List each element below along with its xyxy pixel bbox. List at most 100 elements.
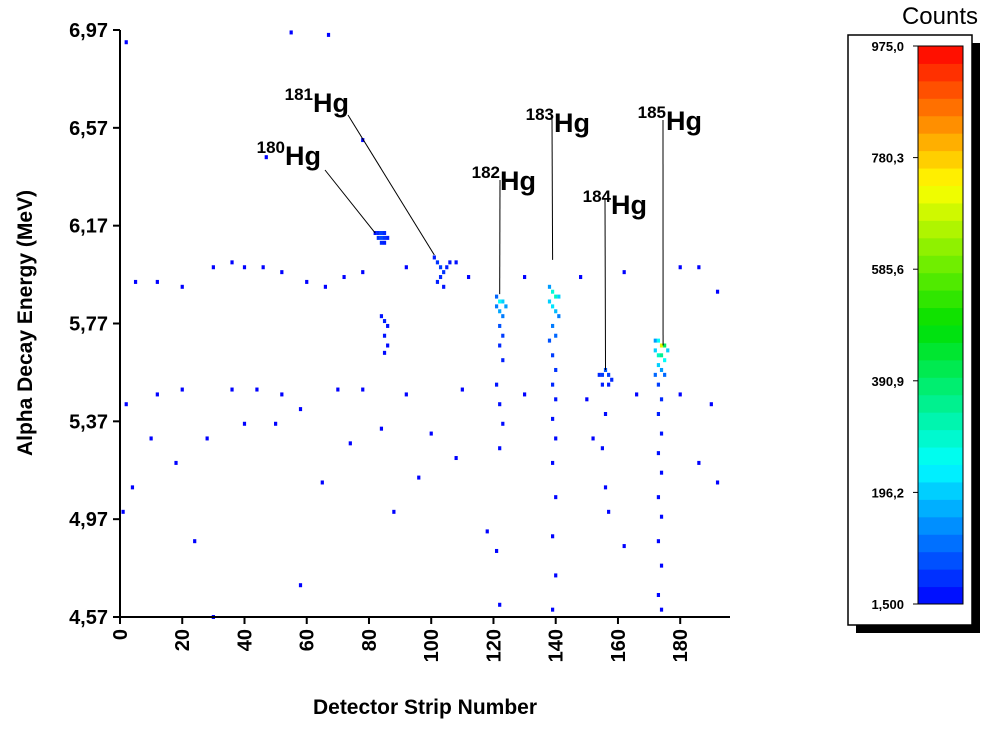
data-cell — [417, 476, 420, 480]
annotation-line — [605, 198, 606, 370]
data-cell — [654, 339, 657, 343]
colorbar-tick-label: 390,9 — [871, 374, 904, 389]
colorbar-band — [918, 98, 963, 116]
data-cell — [383, 319, 386, 323]
data-cell — [377, 236, 380, 240]
colorbar-band — [918, 81, 963, 99]
data-cell — [324, 285, 327, 289]
data-cell — [601, 446, 604, 450]
colorbar-band — [918, 325, 963, 343]
data-cell — [495, 295, 498, 299]
x-axis-label: Detector Strip Number — [313, 696, 537, 719]
data-cell — [498, 344, 501, 348]
data-cell — [697, 265, 700, 269]
data-cell — [501, 334, 504, 338]
data-cell — [657, 412, 660, 416]
data-cell — [174, 461, 177, 465]
data-cell — [601, 383, 604, 387]
data-cell — [274, 422, 277, 426]
data-cell — [657, 451, 660, 455]
data-cell — [551, 534, 554, 538]
data-cell — [380, 314, 383, 318]
x-tick-label: 80 — [359, 629, 381, 651]
data-cell — [280, 270, 283, 274]
data-cell — [392, 510, 395, 514]
data-cell — [654, 373, 657, 377]
data-cell — [557, 314, 560, 318]
colorbar-band — [918, 308, 963, 326]
data-cell — [663, 373, 666, 377]
data-cell — [321, 480, 324, 484]
data-cell — [598, 373, 601, 377]
data-cell — [498, 603, 501, 607]
data-cell — [666, 348, 669, 352]
data-cell — [134, 280, 137, 284]
annotation-element: Hg — [554, 108, 590, 138]
data-cell — [383, 241, 386, 245]
x-tick-label: 120 — [483, 629, 505, 662]
data-cell — [386, 236, 389, 240]
colorbar-band — [918, 151, 963, 169]
data-cell — [551, 461, 554, 465]
data-cell — [601, 373, 604, 377]
data-cell — [455, 260, 458, 264]
data-cell — [610, 378, 613, 382]
data-cell — [660, 515, 663, 519]
data-cell — [455, 456, 458, 460]
data-cell — [156, 280, 159, 284]
colorbar-band — [918, 46, 963, 64]
colorbar-band — [918, 377, 963, 395]
data-cell — [386, 324, 389, 328]
data-cell — [607, 510, 610, 514]
data-cell — [548, 299, 551, 303]
data-cell — [663, 358, 666, 362]
data-cell — [604, 485, 607, 489]
data-cell — [156, 392, 159, 396]
data-cell — [230, 260, 233, 264]
data-cell — [551, 383, 554, 387]
colorbar-band — [918, 133, 963, 151]
x-tick-label: 140 — [546, 629, 568, 662]
data-cell — [554, 295, 557, 299]
data-cell — [336, 388, 339, 392]
data-cell — [660, 608, 663, 612]
colorbar-tick-label: 196,2 — [871, 485, 904, 500]
data-cell — [243, 422, 246, 426]
colorbar-tick-label: 1,500 — [871, 597, 904, 612]
data-cell — [710, 402, 713, 406]
data-cell — [125, 40, 128, 44]
data-cell — [523, 275, 526, 279]
data-cell — [290, 30, 293, 34]
data-cell — [448, 260, 451, 264]
data-cell — [657, 593, 660, 597]
x-tick-label: 160 — [608, 629, 630, 662]
colorbar-title: Counts — [902, 3, 978, 30]
data-cell — [181, 285, 184, 289]
data-cell — [554, 397, 557, 401]
data-cell — [442, 270, 445, 274]
annotation-mass: 182 — [472, 163, 500, 182]
data-cell — [436, 260, 439, 264]
x-tick-label: 100 — [421, 629, 443, 662]
colorbar-band — [918, 342, 963, 360]
data-cell — [657, 539, 660, 543]
annotation-mass: 184 — [583, 187, 612, 206]
colorbar-band — [918, 499, 963, 517]
data-cell — [299, 407, 302, 411]
colorbar-band — [918, 395, 963, 413]
data-cell — [498, 324, 501, 328]
data-cell — [495, 383, 498, 387]
colorbar-band — [918, 168, 963, 186]
data-cell — [660, 368, 663, 372]
data-cell — [206, 436, 209, 440]
data-cell — [623, 544, 626, 548]
y-tick-label: 6,57 — [69, 118, 108, 140]
data-cell — [383, 334, 386, 338]
data-cell — [660, 397, 663, 401]
data-cell — [467, 275, 470, 279]
colorbar-band — [918, 255, 963, 273]
colorbar-band — [918, 273, 963, 291]
data-cell — [125, 402, 128, 406]
data-cell — [442, 285, 445, 289]
colorbar-band — [918, 360, 963, 378]
